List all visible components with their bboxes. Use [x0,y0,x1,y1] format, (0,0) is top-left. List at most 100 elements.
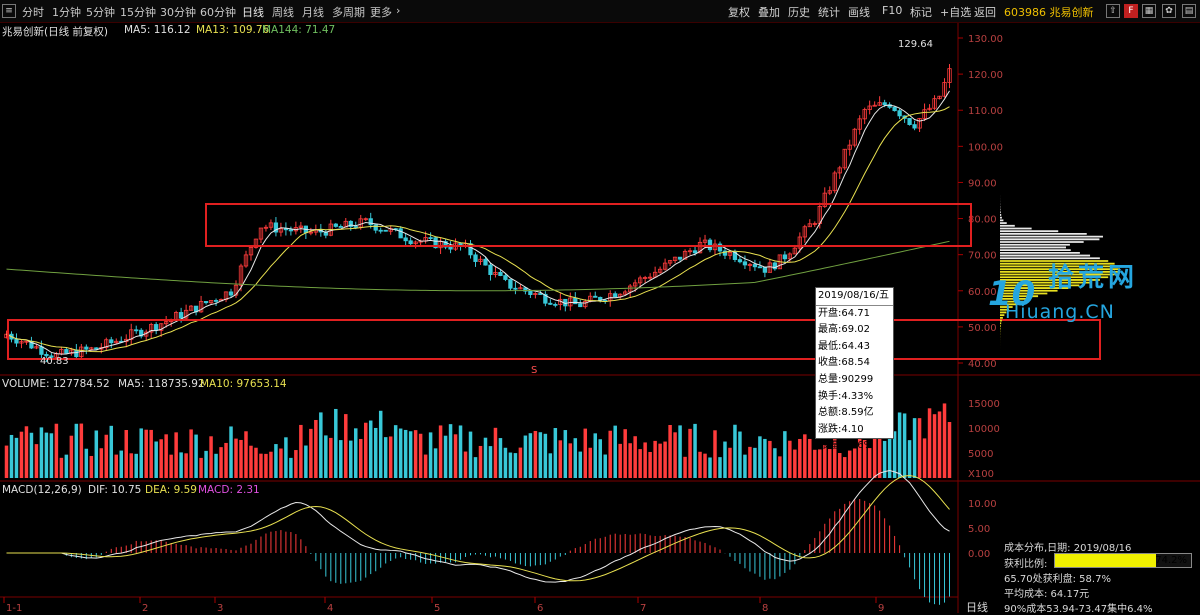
candle-body [488,264,493,275]
tab-weekly[interactable]: 周线 [272,6,294,19]
volume-bar [733,424,737,478]
volume-bar [508,452,513,478]
candle-body [533,293,538,295]
candle-body [528,290,533,295]
history-button[interactable]: 历史 [788,6,810,19]
volume-bar [84,448,89,478]
volume-bar [663,441,667,478]
volume-bar [493,427,498,478]
stock-chart[interactable]: 130.00120.00110.00100.0090.0080.0070.006… [0,23,1200,613]
candle-body [159,323,164,331]
volume-bar [912,418,917,478]
volume-bar [793,449,797,478]
grid-icon[interactable]: ▦ [1142,4,1156,18]
time-tick-label: 8 [762,603,768,613]
volume-bar [758,436,762,478]
draw-line-button[interactable]: 画线 [848,6,870,19]
daily-tab[interactable]: 日线 [966,601,988,614]
arrow-up-icon[interactable]: ⇧ [1106,4,1120,18]
candle-body [448,246,453,250]
volume-bar [583,428,588,478]
volume-bar [184,453,188,478]
tab-daily[interactable]: 日线 [242,6,264,19]
tab-more[interactable]: 更多 [370,6,392,19]
volume-bar [344,414,348,478]
candle-body [188,305,194,311]
adjust-button[interactable]: 复权 [728,6,750,19]
volume-bar [633,436,637,478]
candle-body [263,226,269,229]
tab-30min[interactable]: 30分钟 [160,6,196,19]
volume-bar [154,441,158,478]
tab-multi-period[interactable]: 多周期 [332,6,365,19]
volume-bar [947,422,952,478]
volume-bar [14,437,19,478]
volume-bar [813,449,817,478]
volume-bar [339,440,343,478]
bar-tooltip: 2019/08/16/五 开盘:64.71 最高:69.02 最低:64.43 … [815,287,894,451]
candle-body [912,124,917,129]
settings-icon[interactable]: ✿ [1162,4,1176,18]
candle-body [243,254,249,267]
f-badge-icon[interactable]: F [1124,4,1138,18]
volume-bar [34,444,39,478]
volume-bar [124,430,128,478]
volume-bar [19,431,24,478]
mark-button[interactable]: 标记 [910,6,932,19]
candle-body [578,303,583,308]
watermark-en: Hiuang.CN [1005,301,1115,323]
candle-body [662,262,668,270]
candle-body [14,338,19,344]
candle-body [64,349,69,354]
volume-bar [518,447,523,478]
volume-bar [823,444,827,478]
tile-icon[interactable]: ▤ [1182,4,1196,18]
stats-button[interactable]: 统计 [818,6,840,19]
candle-body [872,104,877,107]
volume-bar [887,414,892,478]
candle-body [19,341,24,344]
back-button[interactable]: 返回 [974,6,996,19]
tab-monthly[interactable]: 月线 [302,6,324,19]
volume-bar [453,434,458,478]
candle-body [508,279,513,289]
f10-button[interactable]: F10 [882,4,903,17]
profit-bar-fill [1055,554,1156,567]
chevron-right-icon[interactable]: › [396,4,401,17]
time-tick-label: 7 [640,603,646,613]
candle-body [538,293,543,295]
candle-body [258,227,264,240]
volume-bar [69,435,74,478]
tab-5min[interactable]: 5分钟 [86,6,115,19]
tab-15min[interactable]: 15分钟 [120,6,156,19]
candle-body [553,303,558,306]
tab-1min[interactable]: 1分钟 [52,6,81,19]
support-box [7,319,1101,360]
overlay-button[interactable]: 叠加 [758,6,780,19]
volume-bar [688,428,692,478]
candle-body [164,321,169,325]
candle-body [942,82,947,97]
volume-bar [892,431,897,478]
volume-bar [932,414,937,478]
add-watchlist-button[interactable]: +自选 [940,6,972,19]
menu-icon[interactable]: ≡ [2,4,16,18]
volume-bar [304,445,308,478]
macd-title: MACD(12,26,9) [2,484,82,496]
candle-body [278,228,284,233]
time-tick-label: 5 [434,603,440,613]
candle-body [268,222,274,228]
volume-bar [279,448,283,478]
volume-bar [129,453,133,478]
tab-60min[interactable]: 60分钟 [200,6,236,19]
candle-body [513,287,518,290]
candle-body [772,262,778,270]
volume-bar [119,450,123,478]
candle-body [69,349,74,354]
resistance-box [205,203,972,247]
candle-body [687,250,693,253]
price-tick-label: 70.00 [968,251,997,262]
volume-bar [483,437,488,478]
tab-timeshare[interactable]: 分时 [22,6,44,19]
volume-bar [553,428,558,478]
